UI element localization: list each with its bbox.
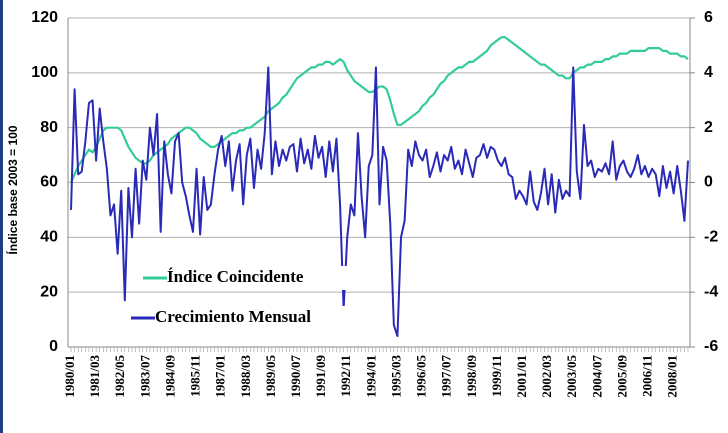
x-tick-label: 2003/05 — [564, 355, 579, 398]
y-tick-label: 100 — [31, 64, 58, 81]
y2-tick-label: -2 — [704, 229, 718, 246]
x-tick-label: 1995/03 — [388, 355, 403, 398]
x-tick-label: 2008/01 — [665, 355, 680, 398]
x-tick-label: 1998/09 — [464, 355, 479, 398]
x-tick-label: 1999/11 — [489, 355, 504, 397]
x-tick-label: 2005/09 — [614, 355, 629, 398]
y2-tick-label: 4 — [704, 64, 713, 81]
legend-label: Crecimiento Mensual — [155, 307, 311, 326]
x-tick-label: 1987/01 — [213, 355, 228, 398]
y2-tick-label: -4 — [704, 283, 718, 300]
frame-edge — [0, 0, 3, 433]
x-tick-label: 2006/11 — [640, 355, 655, 397]
y-tick-label: 0 — [49, 338, 58, 355]
y2-tick-label: 0 — [704, 174, 713, 191]
y-tick-label: 40 — [40, 229, 58, 246]
x-tick-label: 2002/03 — [539, 355, 554, 398]
y-axis-title: Índice base 2003 = 100 — [5, 125, 20, 254]
x-tick-label: 2001/01 — [514, 355, 529, 398]
y-tick-label: 120 — [31, 9, 58, 26]
legend-bg — [127, 306, 367, 330]
x-tick-label: 1983/07 — [137, 355, 152, 398]
y2-tick-label: 2 — [704, 119, 713, 136]
y-tick-label: 80 — [40, 119, 58, 136]
y2-tick-label: 6 — [704, 9, 713, 26]
x-tick-label: 1996/05 — [414, 355, 429, 398]
y-tick-label: 20 — [40, 283, 58, 300]
x-tick-label: 1994/01 — [363, 355, 378, 398]
y2-tick-label: -6 — [704, 338, 718, 355]
x-tick-label: 1981/03 — [87, 355, 102, 398]
x-tick-label: 1982/05 — [112, 355, 127, 398]
legend-label: Índice Coincidente — [167, 267, 304, 286]
x-tick-label: 2004/07 — [589, 355, 604, 398]
series-line — [69, 36, 689, 183]
x-tick-label: 1980/01 — [62, 355, 77, 398]
x-tick-label: 1992/11 — [338, 355, 353, 397]
x-tick-label: 1985/11 — [188, 355, 203, 397]
legend-bg — [139, 266, 369, 290]
x-tick-label: 1991/09 — [313, 355, 328, 398]
x-tick-label: 1984/09 — [162, 355, 177, 398]
x-tick-label: 1990/07 — [288, 355, 303, 398]
series-line — [70, 66, 689, 338]
x-tick-label: 1988/03 — [238, 355, 253, 398]
y-tick-label: 60 — [40, 174, 58, 191]
x-tick-label: 1997/07 — [439, 355, 454, 398]
x-tick-label: 1989/05 — [263, 355, 278, 398]
